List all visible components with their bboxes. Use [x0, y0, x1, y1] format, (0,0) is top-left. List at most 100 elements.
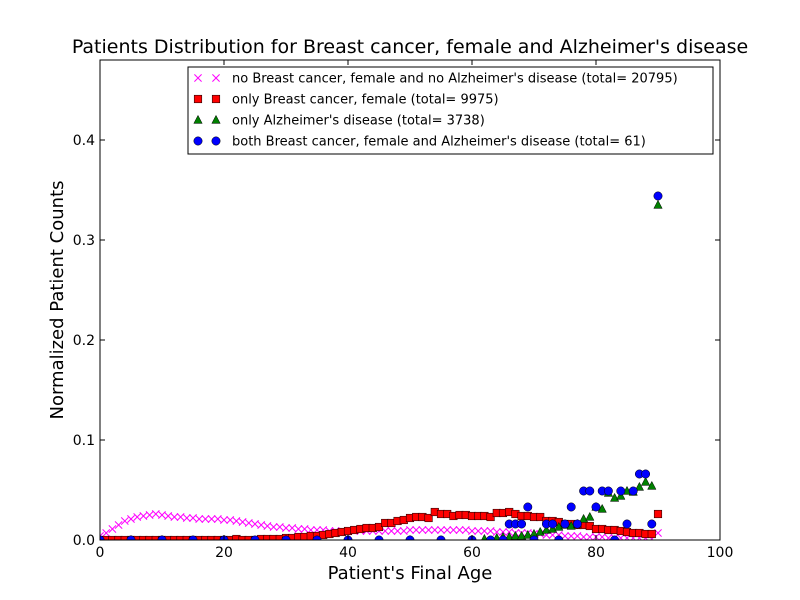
x-tick-label: 0 [96, 545, 105, 561]
data-point [603, 486, 613, 496]
legend: no Breast cancer, female and no Alzheime… [187, 66, 714, 155]
data-point [244, 519, 253, 527]
data-point [516, 530, 527, 540]
data-point [437, 526, 445, 534]
data-point [145, 511, 154, 519]
data-point [102, 529, 111, 537]
marker-stroke [449, 526, 458, 534]
marker-stroke [151, 510, 160, 518]
data-point [195, 535, 204, 540]
y-tick-label: 0.2 [73, 333, 95, 349]
data-point [474, 527, 483, 535]
data-point [127, 515, 135, 523]
marker-stroke [468, 527, 476, 535]
data-point [572, 519, 582, 529]
data-point [430, 526, 439, 534]
data-point [480, 527, 489, 535]
data-point [418, 526, 427, 534]
marker-stroke [455, 526, 464, 534]
marker-stroke [418, 526, 427, 534]
marker-stroke [480, 527, 489, 535]
data-point [548, 519, 558, 529]
data-point [628, 486, 638, 496]
legend-marker [211, 114, 221, 124]
marker-stroke [474, 527, 483, 535]
data-point [486, 527, 495, 535]
data-point [176, 535, 185, 540]
marker-stroke [114, 521, 123, 529]
data-point [455, 526, 464, 534]
data-point [560, 519, 570, 529]
data-point [151, 535, 160, 540]
marker-stroke [288, 524, 297, 532]
marker-stroke [437, 526, 445, 534]
x-axis-label: Patient's Final Age [328, 563, 493, 584]
legend-marker [193, 136, 203, 146]
marker-stroke [207, 515, 216, 523]
data-point [114, 521, 123, 529]
data-point [424, 526, 433, 534]
data-point [393, 527, 402, 535]
data-point [213, 535, 222, 540]
data-point [207, 515, 216, 523]
chart-title: Patients Distribution for Breast cancer,… [72, 36, 748, 58]
marker-stroke [579, 533, 588, 540]
data-point [108, 525, 117, 533]
data-point [406, 526, 414, 534]
marker-stroke [170, 513, 179, 521]
marker-stroke [430, 526, 439, 534]
data-point [226, 516, 235, 524]
data-point [251, 520, 259, 528]
marker-stroke [269, 523, 278, 531]
marker-stroke [194, 74, 202, 82]
y-tick-label: 0.1 [73, 433, 95, 449]
marker-stroke [244, 519, 253, 527]
marker-stroke [120, 517, 129, 525]
marker-stroke [586, 533, 594, 540]
x-tick-label: 20 [215, 545, 233, 561]
marker-stroke [424, 526, 433, 534]
data-point [182, 535, 191, 540]
data-point [170, 513, 179, 521]
data-point [238, 535, 247, 540]
data-point [195, 515, 204, 523]
legend-marker [212, 74, 220, 82]
marker-stroke [294, 525, 303, 533]
marker-stroke [226, 516, 235, 524]
data-point [412, 526, 421, 534]
data-point [114, 535, 123, 540]
marker-stroke [201, 515, 210, 523]
x-tick-label: 60 [463, 545, 481, 561]
data-point [145, 535, 154, 540]
legend-label: only Alzheimer's disease (total= 3738) [232, 114, 485, 129]
axis-ticks: 0 20 40 60 80 100 0.0 0.1 0.2 0.3 0.4 [73, 60, 734, 561]
data-point [523, 502, 533, 512]
x-tick-label: 80 [587, 545, 605, 561]
marker-stroke [393, 527, 402, 535]
marker-stroke [212, 74, 220, 82]
data-point [468, 527, 476, 535]
marker-stroke [220, 516, 228, 524]
data-point [269, 523, 278, 531]
marker-stroke [406, 526, 414, 534]
data-point [585, 511, 595, 521]
marker-stroke [567, 532, 576, 540]
data-point [220, 516, 228, 524]
data-point [139, 512, 148, 520]
legend-item-2: only Breast cancer, female (total= 9975) [193, 93, 499, 108]
data-point [541, 524, 552, 534]
legend-marker [194, 74, 202, 82]
data-point [133, 513, 142, 521]
marker-stroke [399, 527, 408, 535]
legend-label: only Breast cancer, female (total= 9975) [232, 93, 499, 108]
legend-box [187, 66, 714, 155]
data-point [201, 535, 210, 540]
data-point [653, 509, 663, 519]
marker-stroke [257, 521, 266, 529]
data-point [585, 486, 595, 496]
data-point [567, 532, 576, 540]
legend-marker [193, 114, 203, 124]
data-point [201, 515, 210, 523]
x-tick-label: 100 [707, 545, 734, 561]
